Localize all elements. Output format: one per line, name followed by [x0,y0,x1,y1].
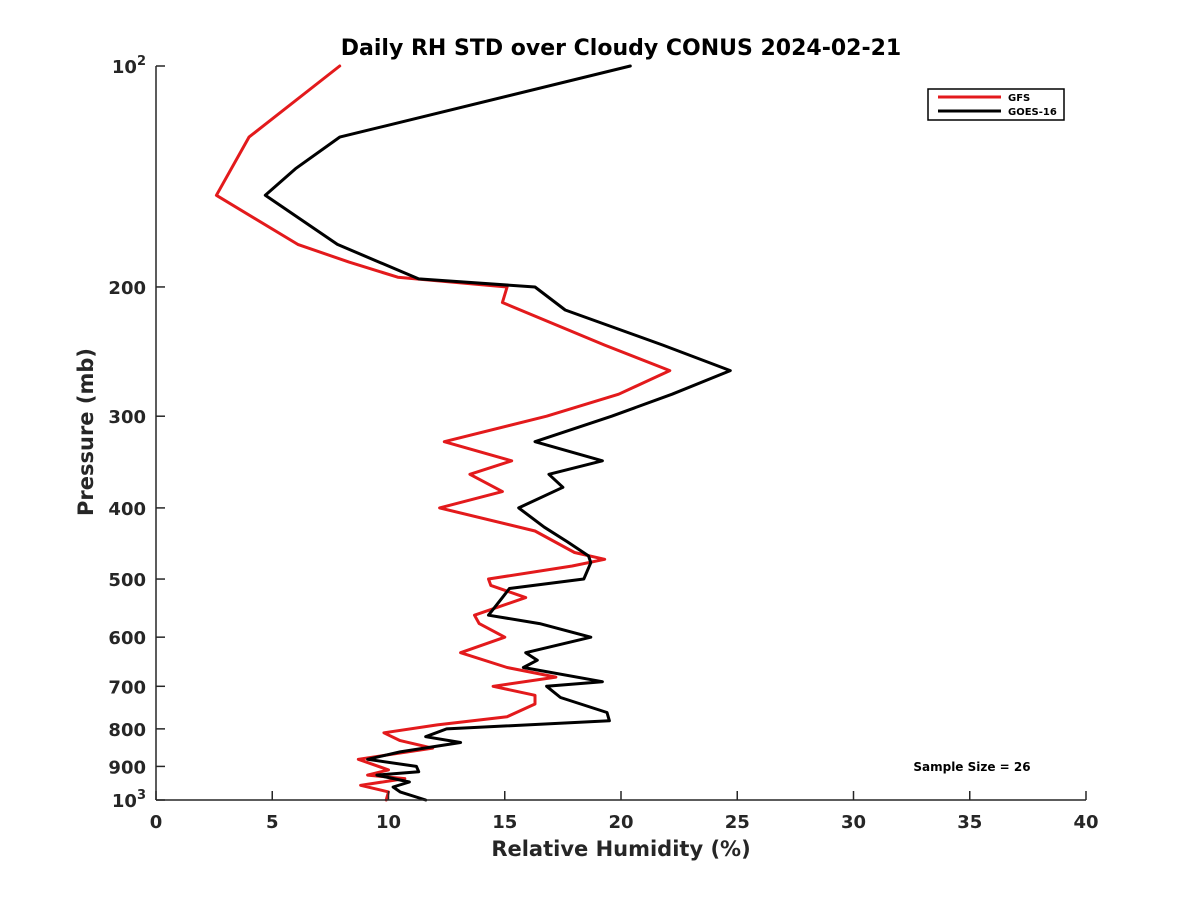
tick-labels: 0 5 10 15 20 25 30 35 40 102 200 300 400 500 600 700 800… [108,54,1098,833]
x-tick-label: 20 [608,812,633,833]
x-tick-label: 35 [957,812,982,833]
y-tick-label: 800 [108,720,146,741]
y-tick-label: 900 [108,757,146,778]
x-tick-label: 30 [841,812,866,833]
legend-label-gfs: GFS [1008,93,1030,104]
y-tick-label: 300 [108,407,146,428]
x-tick-label: 25 [725,812,750,833]
axes [155,65,1087,801]
legend-label-goes-16: GOES-16 [1008,107,1057,118]
legend-box [927,88,1065,121]
chart-title: Daily RH STD over Cloudy CONUS 2024-02-2… [341,36,901,61]
x-tick-label: 10 [376,812,401,833]
legend: GFS GOES-16 [927,88,1065,121]
y-tick-label: 700 [108,677,146,698]
y-tick-label: 500 [108,570,146,591]
x-tick-label: 5 [266,812,279,833]
x-tick-label: 40 [1073,812,1098,833]
y-tick-label: 400 [108,499,146,520]
y-tick-label: 200 [108,278,146,299]
x-tick-label: 0 [150,812,163,833]
y-tick-label: 102 [112,54,146,78]
y-tick-label: 600 [108,628,146,649]
y-tick-label: 103 [112,788,146,812]
x-axis-label: Relative Humidity (%) [491,837,750,861]
series-line-gfs [214,64,672,802]
y-axis-label: Pressure (mb) [74,348,98,516]
series-line-goes-16 [263,64,732,802]
x-tick-label: 15 [492,812,517,833]
series-lines [214,64,732,802]
sample-size-annotation: Sample Size = 26 [913,760,1030,774]
